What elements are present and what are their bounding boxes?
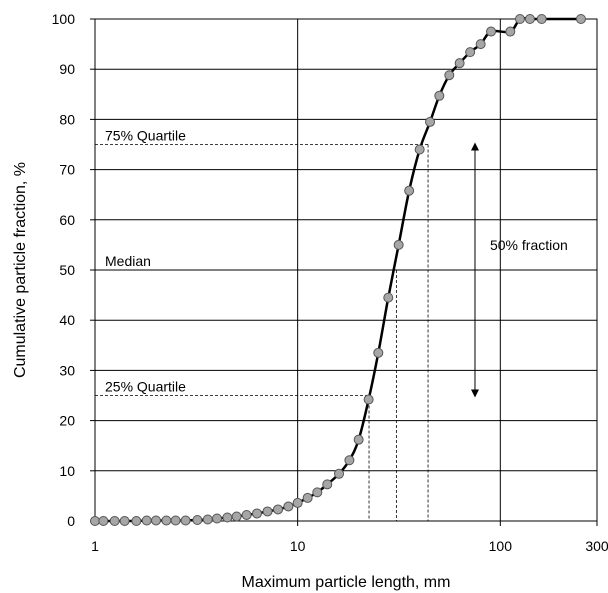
data-point xyxy=(231,511,242,522)
data-point xyxy=(119,516,130,526)
data-point xyxy=(425,116,436,127)
data-point xyxy=(192,514,203,525)
y-tick-label: 40 xyxy=(59,312,75,328)
y-tick-label: 60 xyxy=(59,212,75,228)
data-point xyxy=(98,516,109,526)
quartile-annotation-label: 75% Quartile xyxy=(105,128,186,144)
y-tick-label: 0 xyxy=(67,513,75,529)
grid xyxy=(94,19,597,521)
data-point xyxy=(514,14,525,24)
quartile-annotation-label: Median xyxy=(105,253,151,269)
data-point xyxy=(222,512,233,523)
data-point xyxy=(444,70,455,81)
y-tick-label: 20 xyxy=(59,413,75,429)
data-point xyxy=(141,515,152,526)
data-point xyxy=(151,515,162,526)
y-tick-label: 100 xyxy=(52,11,76,27)
quartile-annotation-label: 25% Quartile xyxy=(105,379,186,395)
x-tick-label: 1 xyxy=(91,538,99,554)
data-point xyxy=(292,497,303,508)
y-tick-label: 30 xyxy=(59,362,75,378)
x-tick-label: 100 xyxy=(489,538,513,554)
data-point xyxy=(575,14,586,24)
data-series xyxy=(90,14,586,526)
data-point xyxy=(393,239,404,250)
data-point xyxy=(505,26,516,37)
data-point xyxy=(180,515,191,526)
data-point xyxy=(262,506,273,517)
data-point xyxy=(322,479,333,490)
data-point xyxy=(454,58,465,69)
y-tick-label: 70 xyxy=(59,162,75,178)
y-axis-title: Cumulative particle fraction, % xyxy=(12,162,29,378)
data-point xyxy=(486,26,497,37)
x-axis-title: Maximum particle length, mm xyxy=(242,574,451,591)
data-point xyxy=(251,508,262,519)
data-point xyxy=(131,516,142,526)
data-point xyxy=(273,504,284,515)
data-point xyxy=(465,47,476,58)
data-point xyxy=(353,434,364,445)
data-point xyxy=(524,14,535,24)
quartile-guides: 75% Quartile Median 25% Quartile xyxy=(95,128,429,521)
data-point xyxy=(312,487,323,498)
data-point xyxy=(170,515,181,526)
y-tick-label: 50 xyxy=(59,262,75,278)
data-point xyxy=(109,516,120,526)
data-point xyxy=(241,509,252,520)
y-tick-label: 80 xyxy=(59,111,75,127)
x-tick-label: 10 xyxy=(290,538,306,554)
data-point xyxy=(475,39,486,50)
data-point xyxy=(404,185,415,196)
data-point xyxy=(334,468,345,479)
y-tick-label: 90 xyxy=(59,61,75,77)
x-tick-label: 300 xyxy=(585,538,608,554)
data-point xyxy=(344,455,355,466)
y-tick-label: 10 xyxy=(59,463,75,479)
data-point xyxy=(212,513,223,524)
data-point xyxy=(383,292,394,303)
fraction-arrow-group: 50% fraction xyxy=(470,142,568,398)
data-point xyxy=(414,144,425,155)
data-point xyxy=(283,501,294,512)
data-point xyxy=(373,347,384,358)
data-point xyxy=(202,514,213,525)
data-point xyxy=(90,516,100,526)
data-point xyxy=(363,394,374,405)
data-point xyxy=(161,515,172,526)
data-point xyxy=(536,14,547,24)
data-point xyxy=(434,90,445,101)
data-point xyxy=(302,492,313,503)
fraction-annotation-label: 50% fraction xyxy=(490,237,568,253)
